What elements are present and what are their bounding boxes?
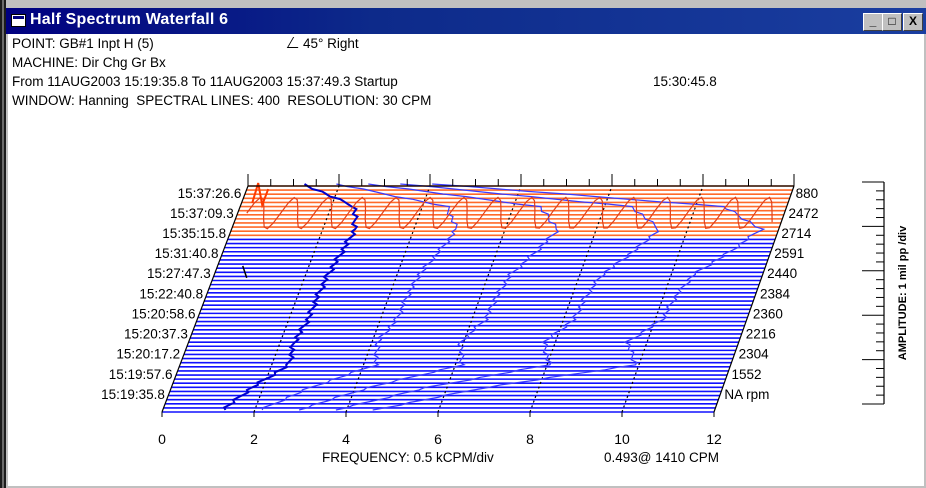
right-axis-line [713,185,795,413]
machine-label: MACHINE: Dir Chg Gr Bx [12,55,166,70]
x-tick-label: 4 [342,431,350,447]
rpm-label: 2304 [739,347,770,362]
rpm-label: 880 [796,186,819,201]
order-line [529,185,613,413]
x-tick-label: 12 [706,431,722,447]
direction-text: 45° Right [303,36,359,51]
amplitude-axis-label: AMPLITUDE: 1 mil pp /div [897,225,909,360]
rpm-label: 2472 [788,206,818,221]
x-tick-label: 0 [158,431,166,447]
window-title: Half Spectrum Waterfall 6 [30,11,229,28]
plot-area: POINT: GB#1 Inpt H (5) 45° Right MACHINE… [8,34,924,486]
left-axis-line [161,185,249,413]
rpm-label: 2714 [781,226,812,241]
x-tick-label: 8 [526,431,534,447]
time-label: 15:37:09.3 [170,206,234,221]
order-trace [298,183,560,411]
time-label: 15:27:47.3 [147,266,211,281]
minimize-button[interactable]: _ [863,13,883,31]
time-label: 15:37:26.6 [178,186,242,201]
x-axis-label: FREQUENCY: 0.5 kCPM/div [322,450,494,465]
close-button[interactable]: X [903,13,923,31]
cursor-marker[interactable] [242,265,248,279]
x-tick-label: 10 [614,431,630,447]
rpm-label: NA rpm [724,387,769,402]
order-line [437,185,522,413]
maximize-button[interactable]: □ [882,13,902,31]
cursor-time-label: 15:30:45.8 [653,74,717,89]
time-label: 15:19:57.6 [109,367,173,382]
date-range-label: From 11AUG2003 15:19:35.8 To 11AUG2003 1… [12,74,398,89]
window-icon[interactable] [11,14,26,27]
window-left-edge [0,0,6,488]
rpm-label: 2384 [760,286,791,301]
rpm-label: 2360 [753,306,783,321]
order-trace [222,183,359,411]
waterfall-chart[interactable]: 0 2 4 6 8 10 12 15:37:26.6 15:37:09.3 15:35:15.8 1… [8,34,924,486]
order-trace [372,183,766,411]
rpm-label: 2216 [746,327,776,342]
time-label: 15:20:37.3 [124,327,188,342]
time-label: 15:31:40.8 [155,246,219,261]
direction-label: 45° Right [286,36,359,51]
time-label: 15:22:40.8 [139,286,203,301]
order-line [621,185,704,413]
rpm-label: 2591 [774,246,804,261]
order-line [253,185,340,413]
window-settings-label: WINDOW: Hanning SPECTRAL LINES: 400 RESO… [12,93,432,108]
time-label: 15:35:15.8 [162,226,226,241]
x-tick-label: 6 [434,431,442,447]
title-bar[interactable]: Half Spectrum Waterfall 6 _ □ X [6,8,926,34]
rpm-label: 2440 [767,266,797,281]
startup-peak [251,182,270,209]
point-label: POINT: GB#1 Inpt H (5) [12,36,154,51]
order-trace [261,183,458,411]
time-label: 15:20:58.6 [132,306,196,321]
highlight-trace [246,196,773,230]
time-label: 15:20:17.2 [116,347,180,362]
order-line [345,185,431,413]
order-trace [335,183,660,411]
x-tick-label: 2 [250,431,258,447]
cursor-readout: 0.493@ 1410 CPM [604,450,719,465]
time-label: 15:19:35.8 [101,387,165,402]
waterfall-window: Half Spectrum Waterfall 6 _ □ X POINT: G… [6,0,926,488]
rpm-label: 1552 [732,367,762,382]
